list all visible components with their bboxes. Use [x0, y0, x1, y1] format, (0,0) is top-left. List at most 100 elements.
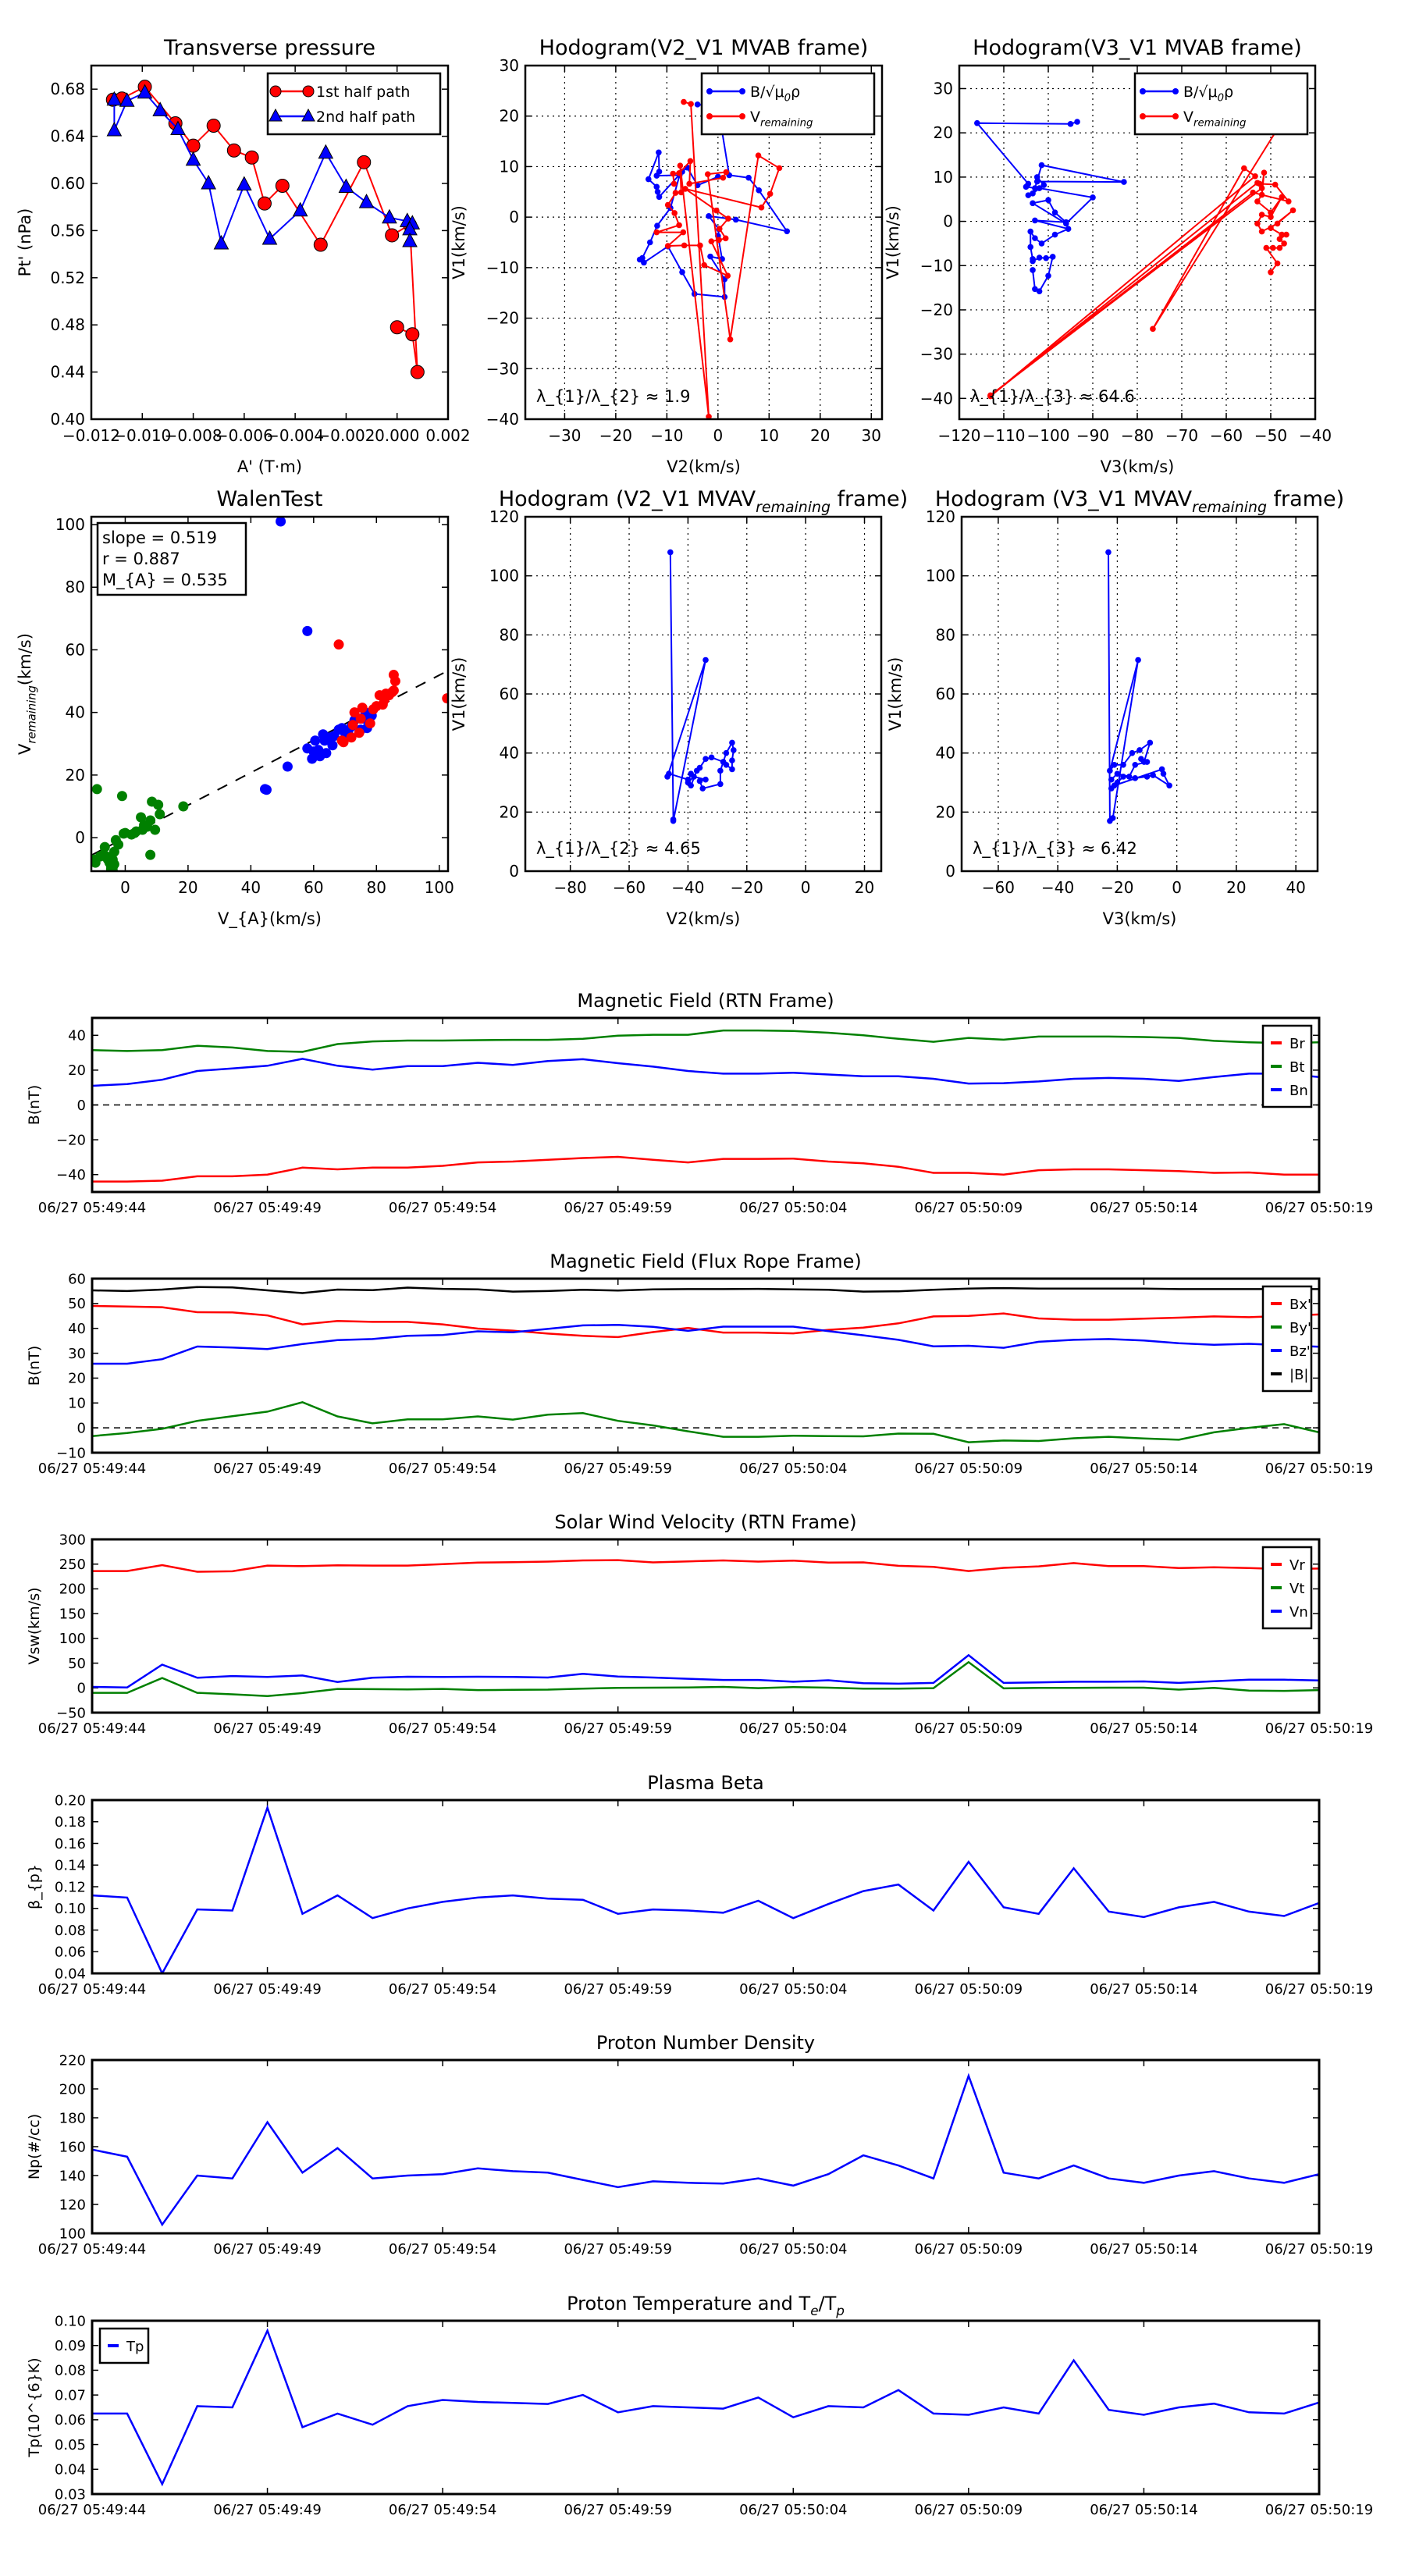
legend-marker: [269, 85, 282, 98]
data-point: [1030, 258, 1036, 265]
legend-label: B/√μ0ρ: [750, 84, 800, 105]
x-tick-label: 06/27 05:49:49: [213, 2502, 321, 2518]
data-point: [653, 183, 660, 190]
legend-box: [700, 72, 876, 136]
axes-frame: [90, 515, 450, 873]
data-point: [702, 656, 709, 664]
x-tick-label: 0: [120, 878, 130, 897]
x-tick-label: 06/27 05:50:04: [739, 1200, 847, 1216]
x-tick-label: −70: [1165, 426, 1198, 445]
data-point: [974, 119, 980, 126]
y-tick-label: −30: [920, 345, 953, 364]
y-tick-label: 0.48: [50, 315, 85, 334]
data-point: [1279, 231, 1286, 238]
data-point: [687, 158, 694, 165]
data-point: [716, 226, 723, 232]
chart-v-rtn: Solar Wind Velocity (RTN Frame) 06/27 05:…: [26, 1511, 1373, 1737]
y-tick-label: −30: [486, 359, 519, 378]
data-point: [653, 229, 660, 236]
x-tick-label: 06/27 05:49:54: [389, 1200, 496, 1216]
x-axis-label: V3(km/s): [1101, 457, 1175, 476]
y-tick-label: 0.20: [55, 1792, 86, 1809]
data-point: [385, 228, 400, 243]
data-point: [1150, 326, 1156, 333]
data-point: [671, 210, 678, 216]
legend-label: Vremaining: [1183, 109, 1246, 130]
data-point: [679, 269, 685, 276]
y-tick-label: 20: [936, 802, 955, 821]
data-point: [275, 179, 290, 194]
stats-line: slope = 0.519: [102, 528, 217, 547]
x-tick-label: −0.008: [165, 426, 222, 445]
x-tick-label: 06/27 05:50:19: [1265, 1461, 1373, 1477]
x-tick-label: −10: [650, 426, 683, 445]
data-point: [1268, 214, 1274, 220]
x-tick-label: 0: [801, 878, 811, 897]
y-tick-label: 40: [936, 744, 955, 763]
y-tick-label: 0.08: [55, 2363, 86, 2379]
data-point: [1036, 254, 1043, 261]
data-point: [346, 732, 357, 743]
x-tick-label: 20: [855, 878, 874, 897]
data-point: [688, 770, 694, 777]
y-tick-label: 100: [926, 567, 955, 585]
x-tick-label: 06/27 05:49:49: [213, 1720, 321, 1737]
y-axis-label: V1(km/s): [450, 657, 468, 731]
data-point: [1063, 219, 1069, 226]
data-point: [676, 222, 682, 229]
chart-title: Plasma Beta: [647, 1772, 763, 1794]
x-tick-label: −60: [1210, 426, 1243, 445]
data-point: [1051, 231, 1058, 238]
data-point: [152, 101, 168, 116]
y-tick-label: 0: [943, 212, 953, 231]
x-tick-label: −90: [1076, 426, 1109, 445]
chart-title: Hodogram (V2_V1 MVAVremaining frame): [499, 487, 908, 516]
legend-box: [266, 72, 442, 136]
eigenvalue-ratio-annotation: λ_{1}/λ_{3} ≈ 6.42: [973, 839, 1137, 859]
chart-b-rtn: Magnetic Field (RTN Frame) 06/27 05:49:44…: [26, 990, 1373, 1216]
data-point: [1120, 762, 1126, 768]
x-tick-label: 06/27 05:50:04: [739, 1981, 847, 1998]
data-point: [213, 234, 229, 250]
data-point: [745, 174, 752, 181]
legend-marker: [1140, 88, 1146, 94]
data-point: [680, 229, 687, 236]
y-tick-label: 200: [59, 1582, 86, 1598]
data-point: [727, 336, 734, 343]
data-point: [670, 180, 678, 187]
data-point: [654, 222, 660, 229]
y-tick-label: 0: [77, 1098, 86, 1114]
y-tick-label: 0.12: [55, 1879, 86, 1895]
data-point: [1276, 236, 1283, 243]
x-tick-label: 06/27 05:50:09: [915, 1461, 1023, 1477]
data-point: [1036, 185, 1043, 191]
x-tick-label: −20: [599, 426, 632, 445]
data-point: [706, 413, 712, 419]
x-tick-label: 06/27 05:49:59: [564, 1981, 671, 1998]
data-point: [1276, 244, 1283, 251]
y-tick-label: 120: [59, 2197, 86, 2213]
data-point: [201, 174, 216, 190]
y-tick-label: 0.68: [50, 80, 85, 98]
axes-frame: [958, 64, 1317, 421]
y-tick-label: 50: [68, 1296, 86, 1312]
data-point: [1032, 185, 1038, 191]
data-point: [1160, 770, 1167, 777]
x-tick-label: 06/27 05:50:09: [915, 1200, 1023, 1216]
data-point: [723, 169, 730, 176]
data-point: [327, 740, 338, 751]
x-tick-label: 0.000: [375, 426, 419, 445]
chart-title: Solar Wind Velocity (RTN Frame): [554, 1511, 856, 1533]
plot-area: [974, 119, 1297, 400]
data-point: [1286, 198, 1292, 205]
y-tick-label: 20: [500, 802, 519, 821]
y-tick-label: 40: [500, 744, 519, 763]
y-tick-label: 10: [934, 168, 953, 187]
data-point: [725, 215, 731, 222]
data-point: [333, 639, 344, 650]
x-tick-label: 06/27 05:49:44: [38, 2241, 146, 2258]
legend-marker: [1172, 113, 1179, 119]
data-point: [318, 144, 334, 159]
chart-title: Hodogram(V2_V1 MVAB frame): [539, 36, 869, 60]
eigenvalue-ratio-annotation: λ_{1}/λ_{2} ≈ 1.9: [536, 387, 690, 407]
